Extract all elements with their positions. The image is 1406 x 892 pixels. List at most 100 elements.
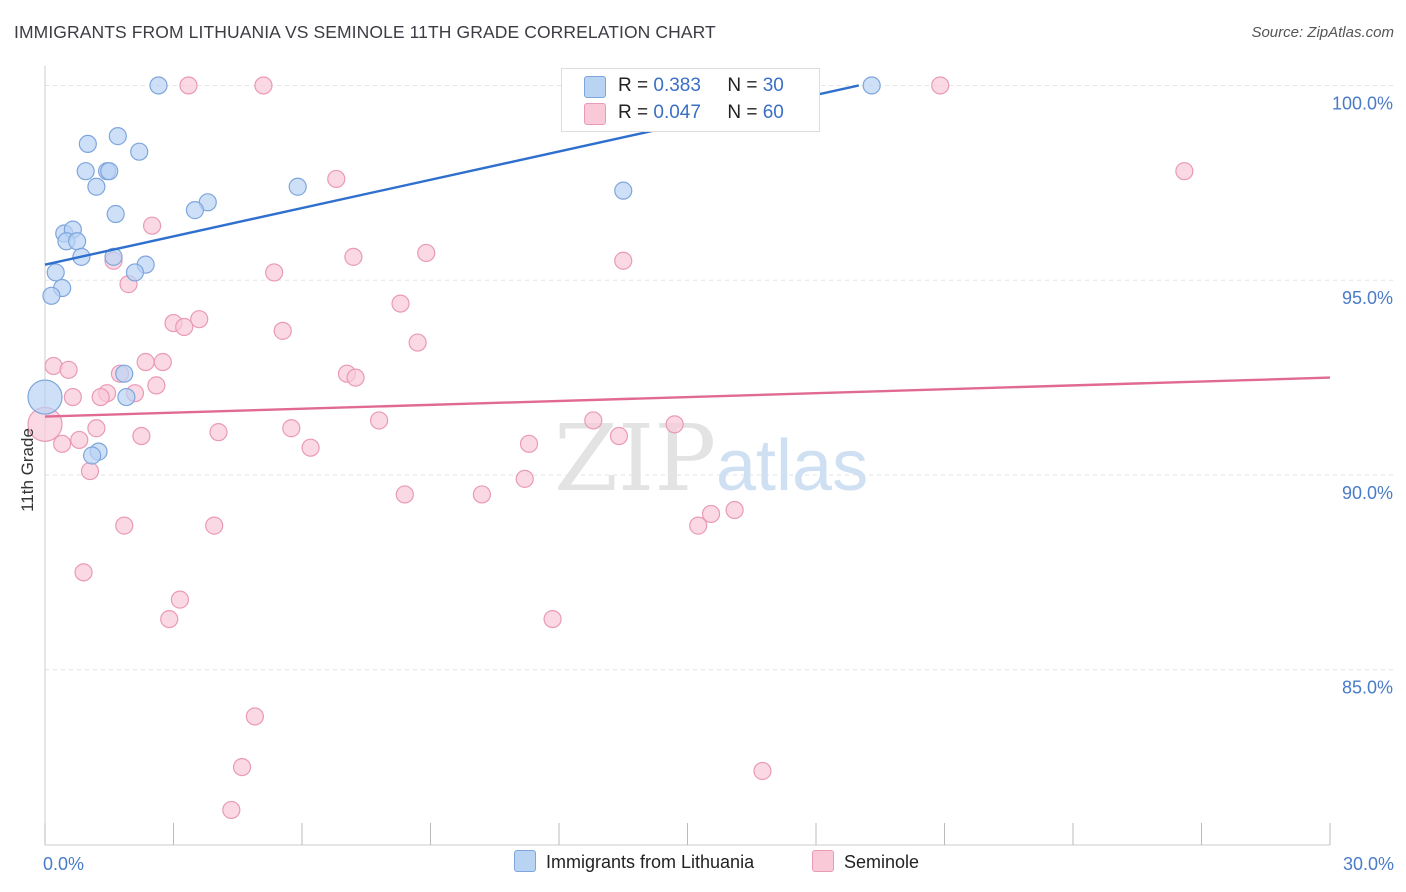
- point-seminole: [753, 761, 772, 781]
- x-tick-label-start: 0.0%: [43, 854, 84, 874]
- bottom-legend-swatch-seminole: [812, 850, 834, 872]
- point-lithuania: [100, 162, 119, 181]
- point-seminole: [147, 376, 166, 395]
- trend-lines: [44, 84, 1331, 418]
- point-seminole: [417, 243, 436, 263]
- point-seminole: [59, 360, 78, 379]
- point-seminole: [153, 352, 172, 372]
- point-seminole: [665, 415, 684, 434]
- point-seminole: [1175, 162, 1194, 181]
- point-seminole: [301, 438, 320, 457]
- point-seminole: [142, 216, 162, 235]
- source-label: Source: ZipAtlas.com: [1251, 24, 1394, 41]
- legend-n-label: N =: [727, 102, 758, 123]
- point-seminole: [346, 368, 365, 387]
- point-lithuania: [288, 177, 307, 196]
- point-seminole: [87, 419, 106, 438]
- point-seminole: [80, 461, 100, 481]
- point-seminole: [327, 169, 346, 189]
- point-lithuania: [185, 201, 205, 220]
- point-seminole: [74, 563, 93, 582]
- point-seminole: [179, 76, 198, 95]
- x-tick-label-end: 30.0%: [1343, 854, 1394, 874]
- point-seminole: [515, 469, 534, 488]
- point-seminole: [609, 426, 629, 446]
- point-lithuania: [68, 232, 87, 251]
- point-lithuania: [130, 142, 149, 161]
- point-seminole: [115, 516, 134, 535]
- point-lithuania: [27, 379, 63, 415]
- legend-n-label: N =: [727, 75, 758, 96]
- point-lithuania: [125, 263, 145, 282]
- point-seminole: [931, 76, 950, 95]
- point-seminole: [273, 321, 292, 340]
- point-lithuania: [117, 387, 136, 407]
- point-lithuania: [87, 177, 106, 196]
- legend-swatch-lithuania: [584, 76, 606, 98]
- point-lithuania: [78, 134, 97, 153]
- legend-n-value-lithuania: 30: [762, 75, 784, 96]
- y-tick-label: 90.0%: [1342, 483, 1393, 503]
- point-seminole: [190, 310, 209, 329]
- point-seminole: [265, 263, 284, 282]
- bottom-legend-label-seminole: Seminole: [844, 852, 920, 872]
- watermark-zip: ZIP: [554, 405, 716, 512]
- point-lithuania: [106, 204, 125, 224]
- watermark: ZIP atlas: [554, 405, 868, 512]
- point-seminole: [160, 609, 179, 629]
- bottom-legend-swatch-lithuania: [514, 850, 536, 872]
- point-seminole: [205, 516, 224, 535]
- point-seminole: [245, 707, 264, 726]
- point-seminole: [408, 333, 427, 352]
- point-lithuania: [149, 76, 168, 95]
- correlation-legend: R = 0.383 N = 30 R = 0.047 N = 60: [561, 68, 820, 132]
- axes: [44, 66, 1331, 846]
- legend-r-value-lithuania: 0.383: [653, 75, 701, 96]
- point-seminole: [344, 247, 363, 266]
- legend-r-label: R =: [618, 75, 649, 96]
- point-seminole: [222, 800, 241, 820]
- point-seminole: [472, 485, 491, 504]
- point-seminole: [689, 516, 708, 535]
- point-lithuania: [614, 181, 633, 200]
- point-seminole: [91, 387, 110, 407]
- point-lithuania: [76, 162, 95, 181]
- trend-line-seminole: [44, 376, 1331, 418]
- point-seminole: [519, 434, 539, 453]
- point-seminole: [44, 356, 63, 376]
- point-seminole: [170, 590, 190, 609]
- point-lithuania: [862, 76, 881, 95]
- point-seminole: [136, 352, 155, 372]
- point-seminole: [232, 757, 252, 777]
- point-lithuania: [83, 446, 102, 465]
- point-seminole: [370, 411, 389, 430]
- y-tick-label: 95.0%: [1342, 288, 1393, 308]
- y-axis-title: 11th Grade: [18, 428, 37, 512]
- point-seminole: [53, 434, 72, 453]
- y-tick-label: 100.0%: [1332, 93, 1393, 113]
- chart-title: IMMIGRANTS FROM LITHUANIA VS SEMINOLE 11…: [14, 22, 716, 42]
- point-seminole: [254, 76, 273, 95]
- point-seminole: [614, 251, 633, 270]
- point-lithuania: [46, 263, 65, 282]
- point-seminole: [584, 411, 603, 430]
- point-seminole: [132, 426, 151, 446]
- legend-n-value-seminole: 60: [762, 102, 784, 123]
- bottom-legend-seminole: Seminole: [812, 850, 919, 873]
- data-points: [27, 76, 1194, 820]
- point-seminole: [63, 387, 82, 407]
- point-seminole: [701, 504, 721, 524]
- legend-r-label: R =: [618, 102, 649, 123]
- watermark-atlas: atlas: [716, 426, 868, 506]
- point-seminole: [282, 419, 301, 438]
- point-seminole: [209, 423, 228, 442]
- point-seminole: [70, 430, 89, 450]
- legend-swatch-seminole: [584, 103, 606, 125]
- point-seminole: [391, 294, 410, 313]
- point-seminole: [725, 500, 744, 520]
- point-seminole: [395, 485, 414, 504]
- point-lithuania: [42, 286, 61, 305]
- point-seminole: [543, 609, 562, 629]
- y-tick-label: 85.0%: [1342, 678, 1393, 698]
